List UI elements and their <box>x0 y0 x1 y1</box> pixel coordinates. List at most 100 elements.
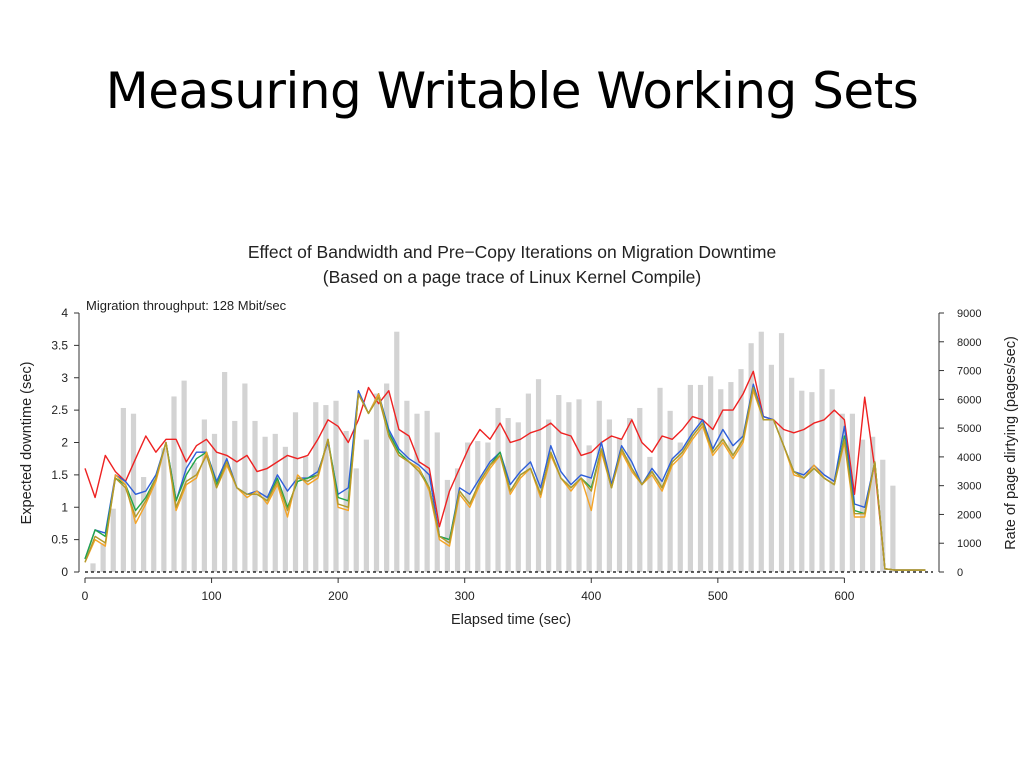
y2-tick-label: 7000 <box>957 366 981 378</box>
series-line-olive <box>84 386 926 571</box>
bar <box>303 456 309 572</box>
bar <box>647 456 653 572</box>
y2-tick-label: 8000 <box>957 337 981 349</box>
y-tick-label: 4 <box>61 306 68 320</box>
bar <box>313 402 319 572</box>
x-tick-label: 600 <box>834 589 854 603</box>
x-tick-label: 200 <box>328 589 348 603</box>
series-line-red <box>84 370 926 571</box>
bar <box>242 383 248 572</box>
bar <box>697 384 704 572</box>
x-tick-label: 100 <box>202 589 222 603</box>
bar <box>373 393 380 572</box>
bar <box>343 430 349 572</box>
y2-tick-label: 4000 <box>957 452 981 464</box>
bar <box>272 433 278 572</box>
bar <box>667 410 673 572</box>
x-tick-label: 300 <box>455 589 475 603</box>
bar <box>515 422 521 572</box>
bar <box>292 412 299 572</box>
y2-tick-label: 1000 <box>957 538 981 550</box>
bar <box>576 399 582 572</box>
bar <box>758 331 764 572</box>
bar <box>778 333 785 572</box>
bar <box>232 420 238 572</box>
bar <box>120 407 126 572</box>
y2-tick-label: 3000 <box>957 481 981 493</box>
bar <box>768 364 774 572</box>
bar <box>211 433 218 572</box>
bar <box>890 485 896 572</box>
bar <box>839 413 845 572</box>
bar <box>465 442 471 572</box>
bar <box>809 392 815 572</box>
bar <box>404 400 410 572</box>
bar <box>424 410 430 572</box>
y-tick-label: 2 <box>61 436 68 450</box>
bar <box>819 369 825 572</box>
x-tick-label: 500 <box>708 589 728 603</box>
y-tick-label: 1 <box>61 500 68 514</box>
bar <box>201 419 207 572</box>
bar <box>171 396 177 572</box>
slide-title: Measuring Writable Working Sets <box>105 62 919 120</box>
bar-series <box>90 331 896 572</box>
y2-tick-label: 6000 <box>957 394 981 406</box>
bar <box>586 445 592 572</box>
bar <box>657 387 663 572</box>
bar <box>222 371 228 572</box>
bar <box>566 402 572 572</box>
bar <box>161 448 167 572</box>
y2-axis-label: Rate of page dirtying (pages/sec) <box>1003 336 1019 550</box>
bar <box>475 441 481 572</box>
bar <box>738 369 744 572</box>
x-axis-label: Elapsed time (sec) <box>451 612 571 628</box>
bar <box>353 468 359 572</box>
bar <box>90 563 96 572</box>
bar <box>556 395 562 572</box>
bar <box>100 543 106 572</box>
bar <box>616 438 623 572</box>
bar <box>130 413 137 572</box>
bar <box>708 376 714 572</box>
x-tick-label: 0 <box>82 589 89 603</box>
y-tick-label: 3.5 <box>51 338 68 352</box>
bar <box>384 383 390 572</box>
bar <box>444 479 450 572</box>
bar <box>677 442 683 572</box>
chart-subtitle: (Based on a page trace of Linux Kernel C… <box>323 267 701 287</box>
bar <box>546 419 552 572</box>
y-tick-label: 1.5 <box>51 468 68 482</box>
bar <box>110 508 116 572</box>
bar <box>870 436 876 572</box>
axes: 0 100 200 300 400 500 60000.511.522.533.540100… <box>51 306 981 603</box>
y2-tick-label: 5000 <box>957 423 981 435</box>
x-tick-label: 400 <box>581 589 601 603</box>
bar <box>363 439 369 572</box>
bar <box>637 407 643 572</box>
line-series <box>84 370 926 571</box>
bar <box>454 468 461 572</box>
bar <box>627 418 633 572</box>
bar <box>141 477 147 572</box>
bar <box>434 432 440 572</box>
bar <box>596 400 602 572</box>
y2-tick-label: 9000 <box>957 308 981 320</box>
bar <box>151 479 157 572</box>
chart-title: Effect of Bandwidth and Pre−Copy Iterati… <box>248 242 776 262</box>
bar <box>485 442 491 572</box>
bar <box>414 413 420 572</box>
bar <box>606 419 612 572</box>
bar <box>252 420 258 572</box>
y-tick-label: 0.5 <box>51 533 68 547</box>
bar <box>728 382 734 572</box>
bar <box>495 407 501 572</box>
bar <box>748 343 754 572</box>
bar <box>859 439 866 572</box>
y-tick-label: 0 <box>61 565 68 579</box>
bar <box>718 389 724 572</box>
bar <box>323 405 329 572</box>
y2-tick-label: 2000 <box>957 509 981 521</box>
bar <box>525 393 531 572</box>
bar <box>535 379 542 572</box>
